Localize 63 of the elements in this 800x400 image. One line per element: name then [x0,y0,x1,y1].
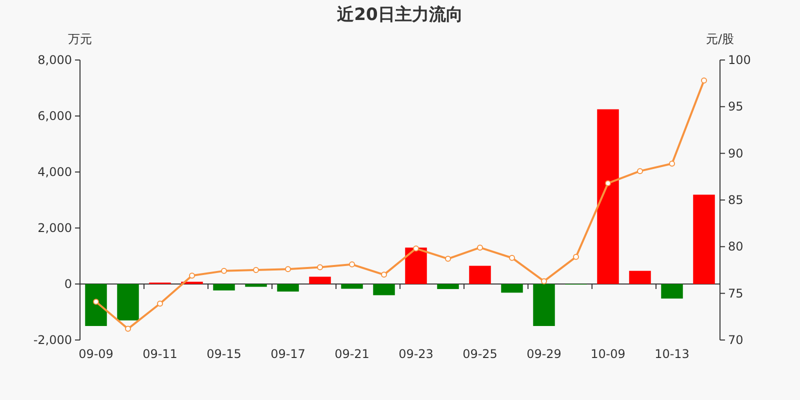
x-tick-label: 09-29 [526,347,562,361]
bar [213,284,235,290]
bar [597,109,619,284]
y-tick-label: 2,000 [38,221,72,235]
point [509,254,515,261]
y2-tick-label: 90 [728,146,744,160]
x-tick-label: 09-17 [270,347,306,361]
point [381,272,387,278]
bar [629,270,651,284]
bar [309,276,331,284]
point [285,266,291,272]
title: 近20日主力流向 [337,5,463,25]
point [669,160,675,167]
bar [341,284,363,289]
point [573,254,579,260]
y2-tick-label: 70 [728,333,744,347]
point [189,272,195,279]
point [349,261,355,268]
bar [117,284,139,320]
y-tick-label: 0 [64,277,72,291]
bar [661,284,683,299]
bar [501,284,523,293]
y-tick-label: -2,000 [33,333,72,347]
x-tick-label: 09-15 [206,347,242,361]
y2-tick-label: 95 [728,100,744,114]
bar [85,284,107,326]
x-tick-label: 10-09 [590,347,626,361]
x-tick-label: 09-09 [78,347,114,361]
y2-tick-label: 85 [728,193,744,207]
x-tick-label: 09-21 [334,347,370,361]
bar [437,284,459,290]
point [157,300,163,307]
y2-tick-label: 75 [728,286,744,300]
bar [533,284,555,326]
bar [469,266,491,284]
x-tick-label: 09-25 [462,347,498,361]
y-tick-label: 8,000 [38,53,72,67]
y2-tick-label: 100 [728,53,751,67]
y2label: 元/股 [706,32,734,46]
point [477,244,483,251]
y-tick-label: 6,000 [38,109,72,123]
point [541,278,547,284]
bar [373,284,395,296]
bar [693,194,715,284]
y-tick-label: 4,000 [38,165,72,179]
point [221,268,227,274]
bar [277,284,299,292]
point [125,326,131,332]
point [445,256,451,262]
point [605,180,611,186]
point [253,267,259,273]
y2-tick-label: 80 [728,240,744,254]
point [413,246,419,252]
ylabel: 万元 [68,32,92,46]
point [701,78,707,84]
x-tick-label: 10-13 [654,347,690,361]
point [317,264,323,270]
x-tick-label: 09-23 [398,347,434,361]
point [93,298,99,305]
x-tick-label: 09-11 [142,347,178,361]
bar [405,248,427,284]
bar [245,284,267,287]
point [637,168,643,174]
